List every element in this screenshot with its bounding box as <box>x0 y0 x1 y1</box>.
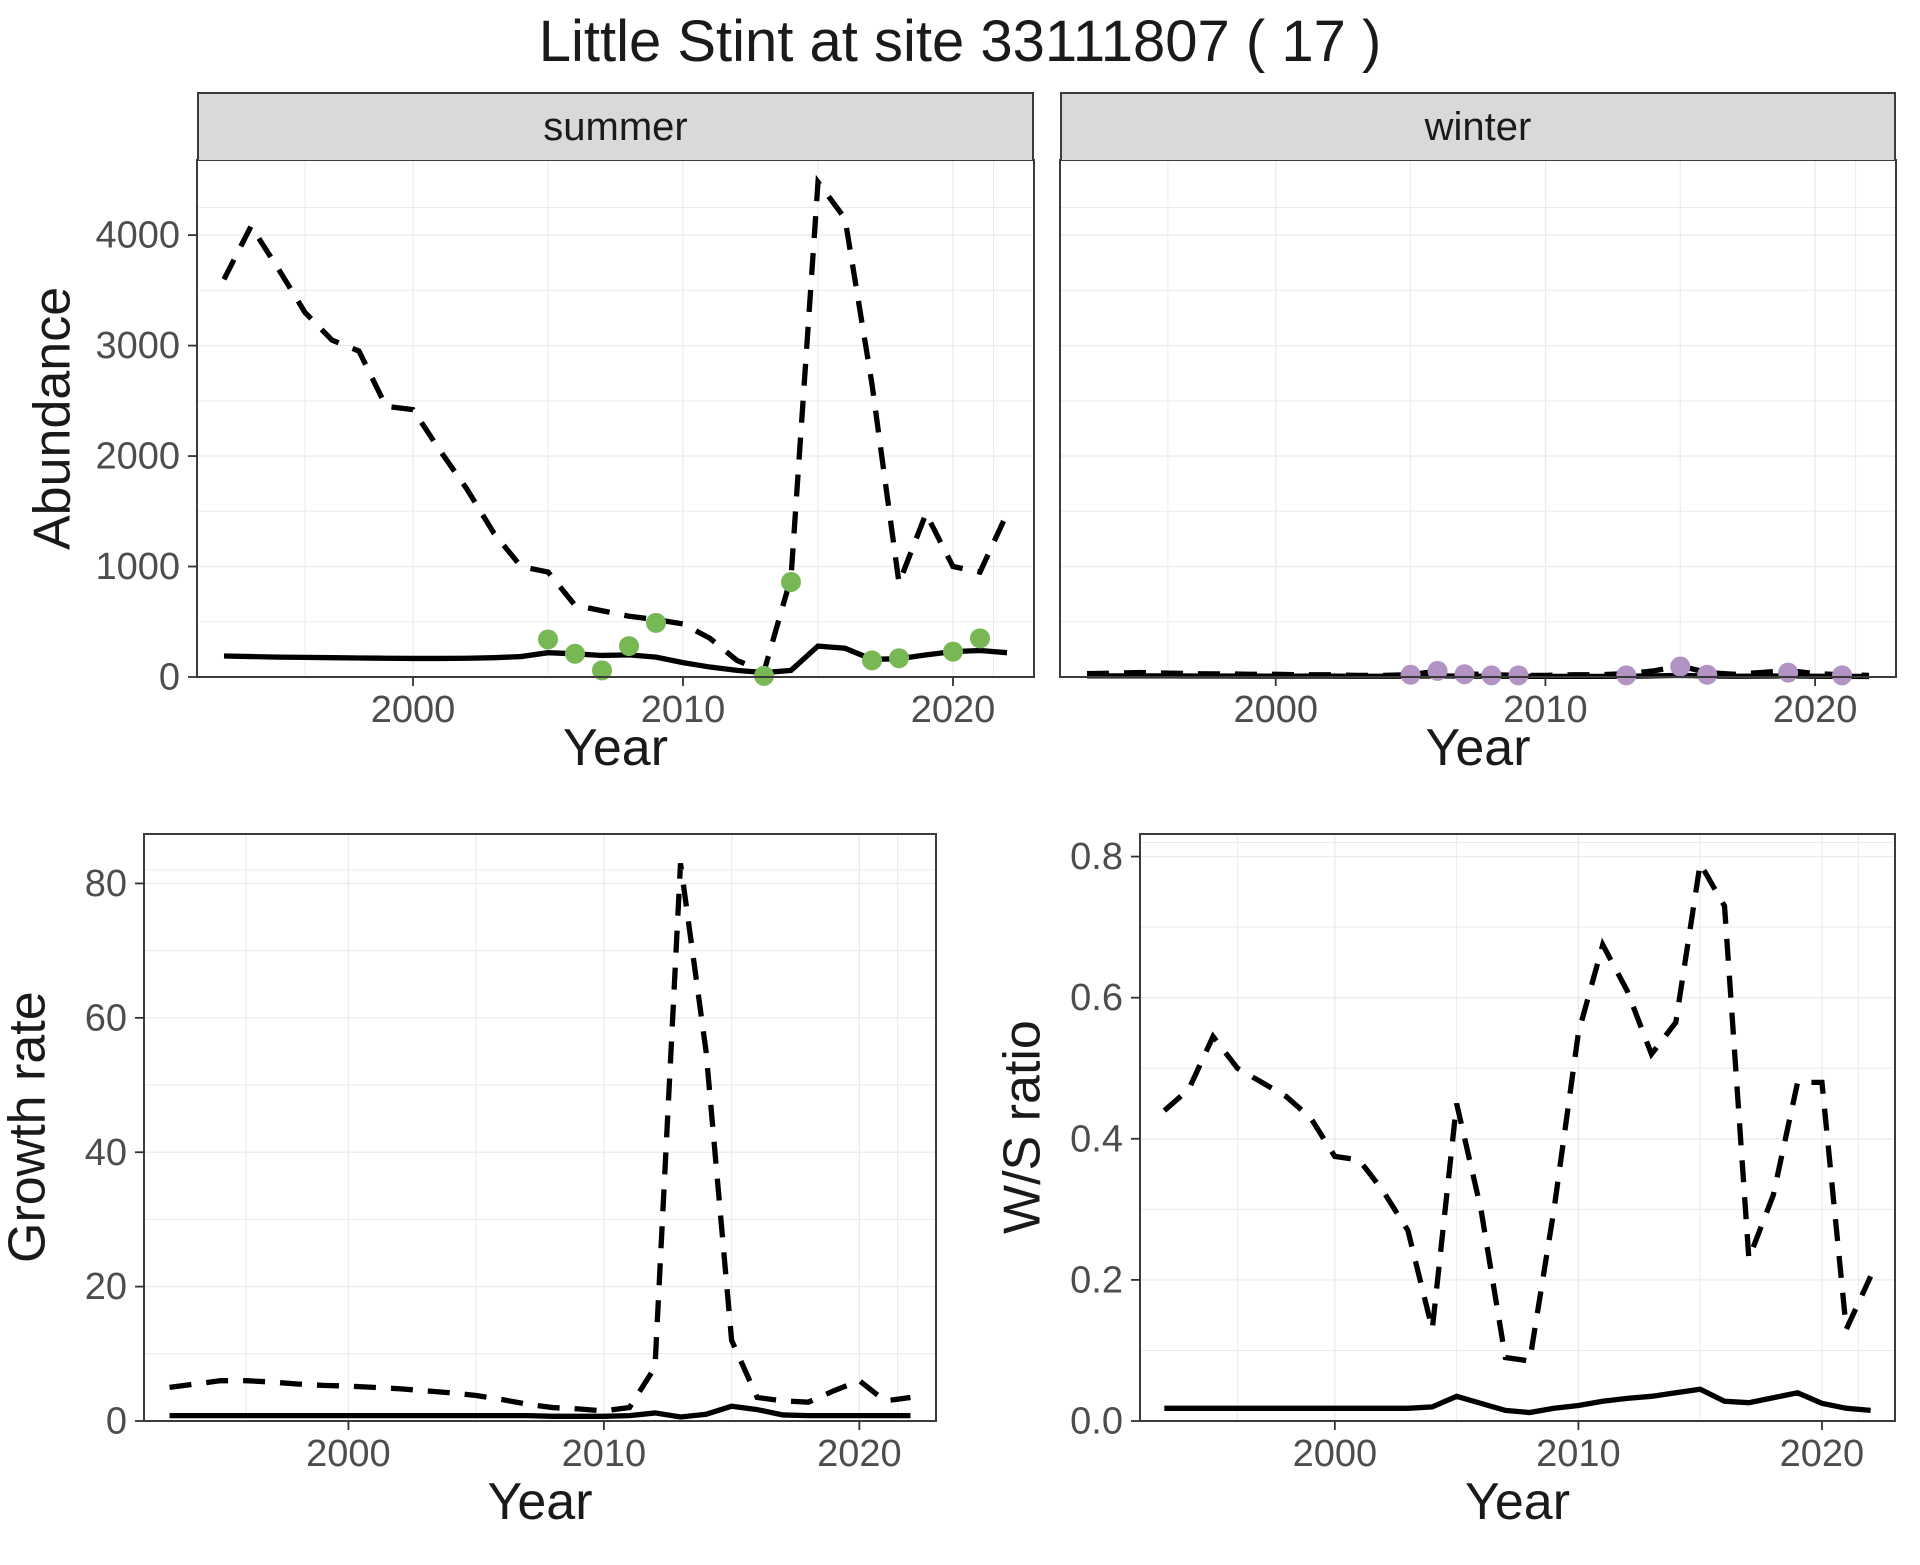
svg-text:0: 0 <box>106 1401 127 1443</box>
svg-text:3000: 3000 <box>95 325 180 367</box>
svg-text:20: 20 <box>85 1266 127 1308</box>
svg-text:2000: 2000 <box>1293 1433 1378 1475</box>
svg-text:0.6: 0.6 <box>1070 977 1123 1019</box>
svg-text:40: 40 <box>85 1132 127 1174</box>
svg-text:0.8: 0.8 <box>1070 836 1123 878</box>
svg-text:2020: 2020 <box>1780 1433 1865 1475</box>
svg-text:4000: 4000 <box>95 215 180 257</box>
svg-text:80: 80 <box>85 863 127 905</box>
svg-text:2010: 2010 <box>1536 1433 1621 1475</box>
svg-text:2020: 2020 <box>817 1433 902 1475</box>
svg-text:2000: 2000 <box>306 1433 391 1475</box>
svg-text:0.2: 0.2 <box>1070 1259 1123 1301</box>
svg-text:0: 0 <box>159 657 180 699</box>
svg-text:60: 60 <box>85 997 127 1039</box>
svg-text:0.4: 0.4 <box>1070 1118 1123 1160</box>
svg-text:0.0: 0.0 <box>1070 1401 1123 1443</box>
svg-text:1000: 1000 <box>95 546 180 588</box>
svg-text:2010: 2010 <box>562 1433 647 1475</box>
svg-text:2000: 2000 <box>95 436 180 478</box>
